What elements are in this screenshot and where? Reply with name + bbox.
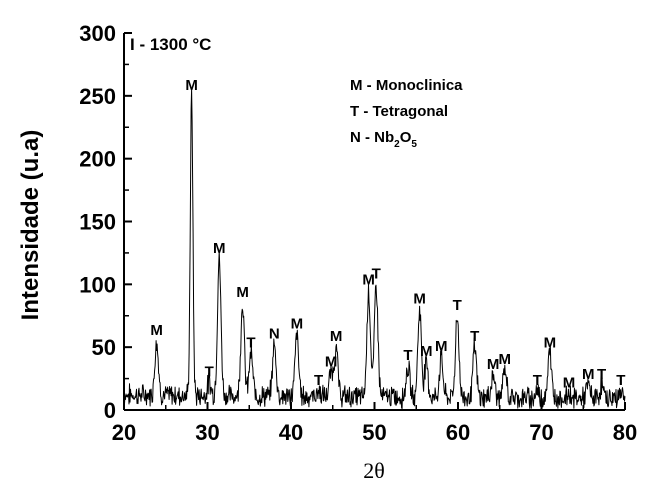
legend-entry: T - Tetragonal	[350, 103, 448, 120]
peak-label: T	[616, 372, 625, 389]
peak-label: T	[453, 297, 462, 314]
x-tick-label: 40	[279, 420, 303, 445]
ticks: 20 30 40 50 60 70 80 0 50 100 150 200 250 300	[79, 21, 637, 445]
peak-label: T	[533, 372, 542, 389]
peak-label: T	[246, 334, 255, 351]
x-tick-label: 80	[613, 420, 637, 445]
x-tick-label: 20	[112, 420, 136, 445]
peak-label: M	[185, 77, 198, 94]
peak-label: M	[435, 338, 448, 355]
y-tick-label: 250	[79, 84, 116, 109]
y-tick-label: 50	[92, 335, 116, 360]
peak-label: M	[236, 284, 249, 301]
x-tick-label: 60	[446, 420, 470, 445]
peak-label: T	[314, 372, 323, 389]
y-tick-label: 300	[79, 21, 116, 46]
peak-label: T	[597, 366, 606, 383]
peak-label: M	[563, 375, 576, 392]
peak-label: M	[413, 290, 426, 307]
peak-label: N	[269, 326, 280, 343]
y-axis-label: Intensidade (u.a)	[17, 130, 44, 321]
diffraction-pattern-line	[123, 88, 626, 409]
legend: M - Monoclinica T - Tetragonal N - Nb2O5	[350, 77, 463, 150]
peak-label: M	[499, 351, 512, 368]
y-tick-label: 150	[79, 210, 116, 235]
peak-label: T	[470, 328, 479, 345]
legend-entry: M - Monoclinica	[350, 77, 463, 94]
panel-title: I - 1300 °C	[130, 35, 211, 54]
y-tick-label: 0	[104, 398, 116, 423]
peak-label: T	[372, 265, 381, 282]
peak-label: M	[213, 240, 226, 257]
x-tick-label: 70	[529, 420, 553, 445]
x-tick-label: 50	[362, 420, 386, 445]
legend-entry: N - Nb2O5	[350, 129, 417, 150]
y-tick-label: 200	[79, 147, 116, 172]
x-tick-label: 30	[195, 420, 219, 445]
peak-label: T	[403, 347, 412, 364]
peak-label: M	[362, 272, 375, 289]
series	[123, 88, 626, 409]
peak-label: M	[544, 334, 557, 351]
peak-label: T	[205, 363, 214, 380]
peak-label: M	[291, 316, 304, 333]
x-axis-label: 2θ	[363, 458, 385, 483]
peak-label: M	[325, 353, 338, 370]
peak-label: M	[150, 322, 163, 339]
peak-label: M	[420, 343, 433, 360]
peak-label: M	[330, 328, 343, 345]
peak-label: M	[582, 366, 595, 383]
y-tick-label: 100	[79, 272, 116, 297]
peak-label: M	[487, 356, 500, 373]
